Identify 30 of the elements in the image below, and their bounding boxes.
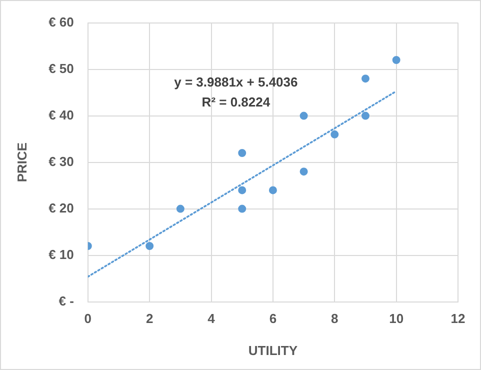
y-axis-title: PRICE [14, 142, 30, 182]
point [330, 130, 339, 138]
point [392, 56, 400, 64]
x-tick-label: 2 [146, 311, 154, 326]
y-tick-label: € 60 [48, 14, 74, 30]
x-tick-label: 4 [208, 311, 216, 326]
x-tick-label: 12 [450, 311, 466, 326]
y-tick-label: € - [58, 293, 74, 308]
point [300, 112, 308, 120]
x-tick-label: 8 [331, 311, 338, 326]
point [268, 186, 277, 194]
y-tick-label: € 40 [48, 107, 74, 122]
point [238, 149, 246, 157]
annotation: y = 3.9881x + 5.4036 [174, 74, 298, 90]
y-tick-label: € 30 [48, 154, 74, 169]
y-tick-label: € 50 [48, 60, 74, 76]
point [300, 168, 308, 176]
annotation: R² = 0.8224 [202, 94, 271, 110]
point [361, 74, 370, 83]
point [146, 242, 154, 250]
x-axis-title: UTILITY [248, 342, 298, 358]
point [238, 186, 246, 194]
y-tick-label: € 10 [48, 246, 74, 262]
point [238, 204, 246, 213]
point [361, 112, 370, 120]
x-tick-label: 6 [269, 311, 277, 326]
point [176, 204, 184, 213]
y-tick-label: € 20 [48, 200, 74, 216]
x-tick-label: 10 [389, 311, 404, 326]
x-tick-label: 0 [84, 311, 92, 326]
